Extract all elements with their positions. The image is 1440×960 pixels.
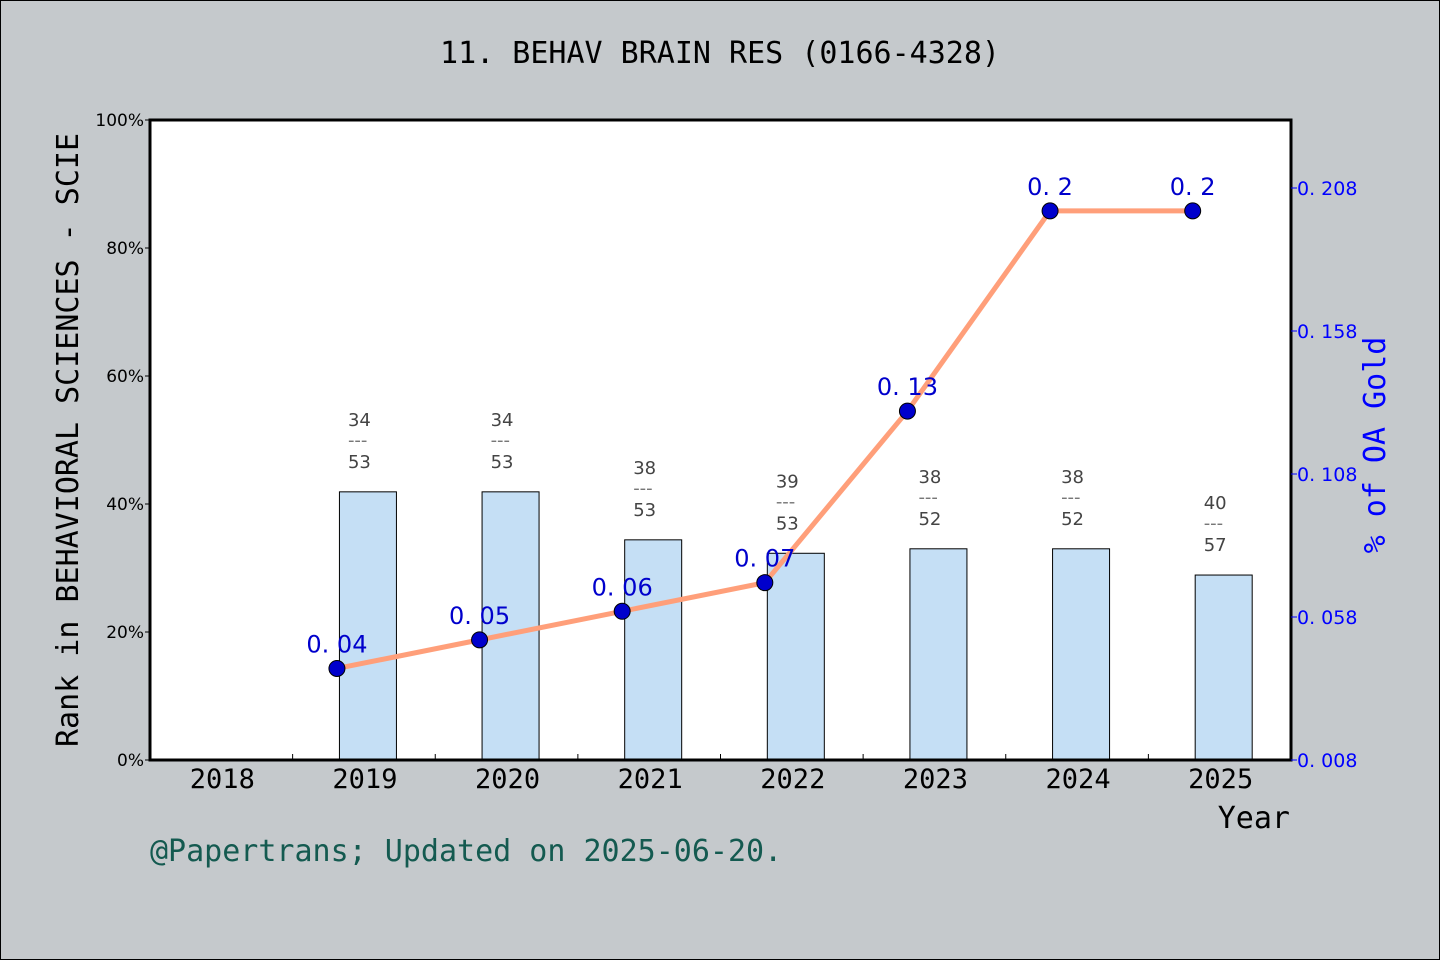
oa-gold-value-label: 0. 2 bbox=[1027, 173, 1073, 201]
y-tick-label: 0% bbox=[117, 751, 144, 771]
plot-area bbox=[150, 120, 1291, 760]
footer-credit: @Papertrans; Updated on 2025-06-20. bbox=[150, 834, 783, 869]
x-tick-label: 2020 bbox=[475, 764, 540, 795]
bar-2021 bbox=[624, 539, 683, 761]
bar-label-divider: --- bbox=[1061, 487, 1081, 508]
bar-label-total: 53 bbox=[633, 500, 656, 521]
oa-gold-point-2025 bbox=[1184, 202, 1202, 220]
bar-2023 bbox=[909, 548, 968, 761]
bar-label-rank: 38 bbox=[918, 467, 941, 488]
y2-tick-label: 0. 158 bbox=[1297, 321, 1357, 343]
bar-label-divider: --- bbox=[491, 430, 511, 451]
oa-gold-point-2021 bbox=[613, 602, 631, 620]
oa-gold-value-label: 0. 06 bbox=[592, 573, 653, 601]
y-tick-label: 80% bbox=[106, 239, 144, 259]
x-tick-label: 2023 bbox=[903, 764, 968, 795]
y-tick-label: 20% bbox=[106, 623, 144, 643]
x-tick-label: 2024 bbox=[1046, 764, 1111, 795]
bar-label-divider: --- bbox=[633, 478, 653, 499]
y2-tick-label: 0. 108 bbox=[1297, 464, 1357, 486]
oa-gold-value-label: 0. 07 bbox=[734, 545, 795, 573]
oa-gold-value-label: 0. 05 bbox=[449, 602, 510, 630]
y-tick-label: 60% bbox=[106, 367, 144, 387]
oa-gold-point-2024 bbox=[1041, 202, 1059, 220]
bar-2020 bbox=[481, 491, 540, 761]
chart-title: 11. BEHAV BRAIN RES (0166-4328) bbox=[440, 36, 1000, 71]
y-tick-label: 100% bbox=[95, 111, 144, 131]
oa-gold-value-label: 0. 04 bbox=[306, 630, 367, 658]
line-series: 0. 04 0. 05 0. 06 0. 07 0. 13 0. 2 0. 2 bbox=[306, 173, 1216, 677]
y2-axis-label: % of OA Gold bbox=[1358, 337, 1393, 554]
bar-series bbox=[338, 491, 1253, 761]
x-tick-label: 2018 bbox=[190, 764, 255, 795]
bar-label-divider: --- bbox=[348, 430, 368, 451]
bar-label-divider: --- bbox=[776, 491, 796, 512]
bar-label-rank: 34 bbox=[348, 410, 371, 431]
bar-label-total: 57 bbox=[1204, 535, 1227, 556]
x-axis-label: Year bbox=[1218, 801, 1290, 836]
x-tick-label: 2019 bbox=[332, 764, 397, 795]
bar-label-rank: 38 bbox=[1061, 467, 1084, 488]
bar-label-rank: 38 bbox=[633, 458, 656, 479]
oa-gold-point-2022 bbox=[756, 574, 774, 592]
oa-gold-value-label: 0. 2 bbox=[1170, 173, 1216, 201]
x-tick-label: 2025 bbox=[1188, 764, 1253, 795]
y2-tick-label: 0. 058 bbox=[1297, 607, 1357, 629]
bar-label-rank: 34 bbox=[491, 410, 514, 431]
bar-label-rank: 40 bbox=[1204, 493, 1227, 514]
bar-2025 bbox=[1194, 574, 1253, 761]
bar-2022 bbox=[766, 552, 825, 761]
oa-gold-point-2020 bbox=[471, 631, 489, 649]
bar-label-divider: --- bbox=[1204, 513, 1224, 534]
oa-gold-point-2023 bbox=[898, 402, 916, 420]
y-axis-label: Rank in BEHAVIORAL SCIENCES - SCIE bbox=[51, 133, 86, 747]
x-tick-label: 2021 bbox=[618, 764, 683, 795]
x-tick-label: 2022 bbox=[760, 764, 825, 795]
y-tick-label: 40% bbox=[106, 495, 144, 515]
y2-tick-label: 0. 208 bbox=[1297, 178, 1357, 200]
bar-2019 bbox=[338, 491, 397, 761]
bar-label-divider: --- bbox=[918, 487, 938, 508]
bar-label-total: 52 bbox=[918, 509, 941, 530]
axes: 0% 20% 40% 60% 80% 100% 0. 008 0. 058 0. 108 0. 1… bbox=[95, 111, 1357, 795]
bar-2024 bbox=[1052, 548, 1111, 761]
bar-label-total: 53 bbox=[491, 452, 514, 473]
y2-tick-label: 0. 008 bbox=[1297, 750, 1357, 772]
bar-label-total: 53 bbox=[348, 452, 371, 473]
oa-gold-point-2019 bbox=[328, 659, 346, 677]
bar-label-total: 52 bbox=[1061, 509, 1084, 530]
oa-gold-value-label: 0. 13 bbox=[877, 373, 938, 401]
bar-label-total: 53 bbox=[776, 513, 799, 534]
bar-label-rank: 39 bbox=[776, 471, 799, 492]
